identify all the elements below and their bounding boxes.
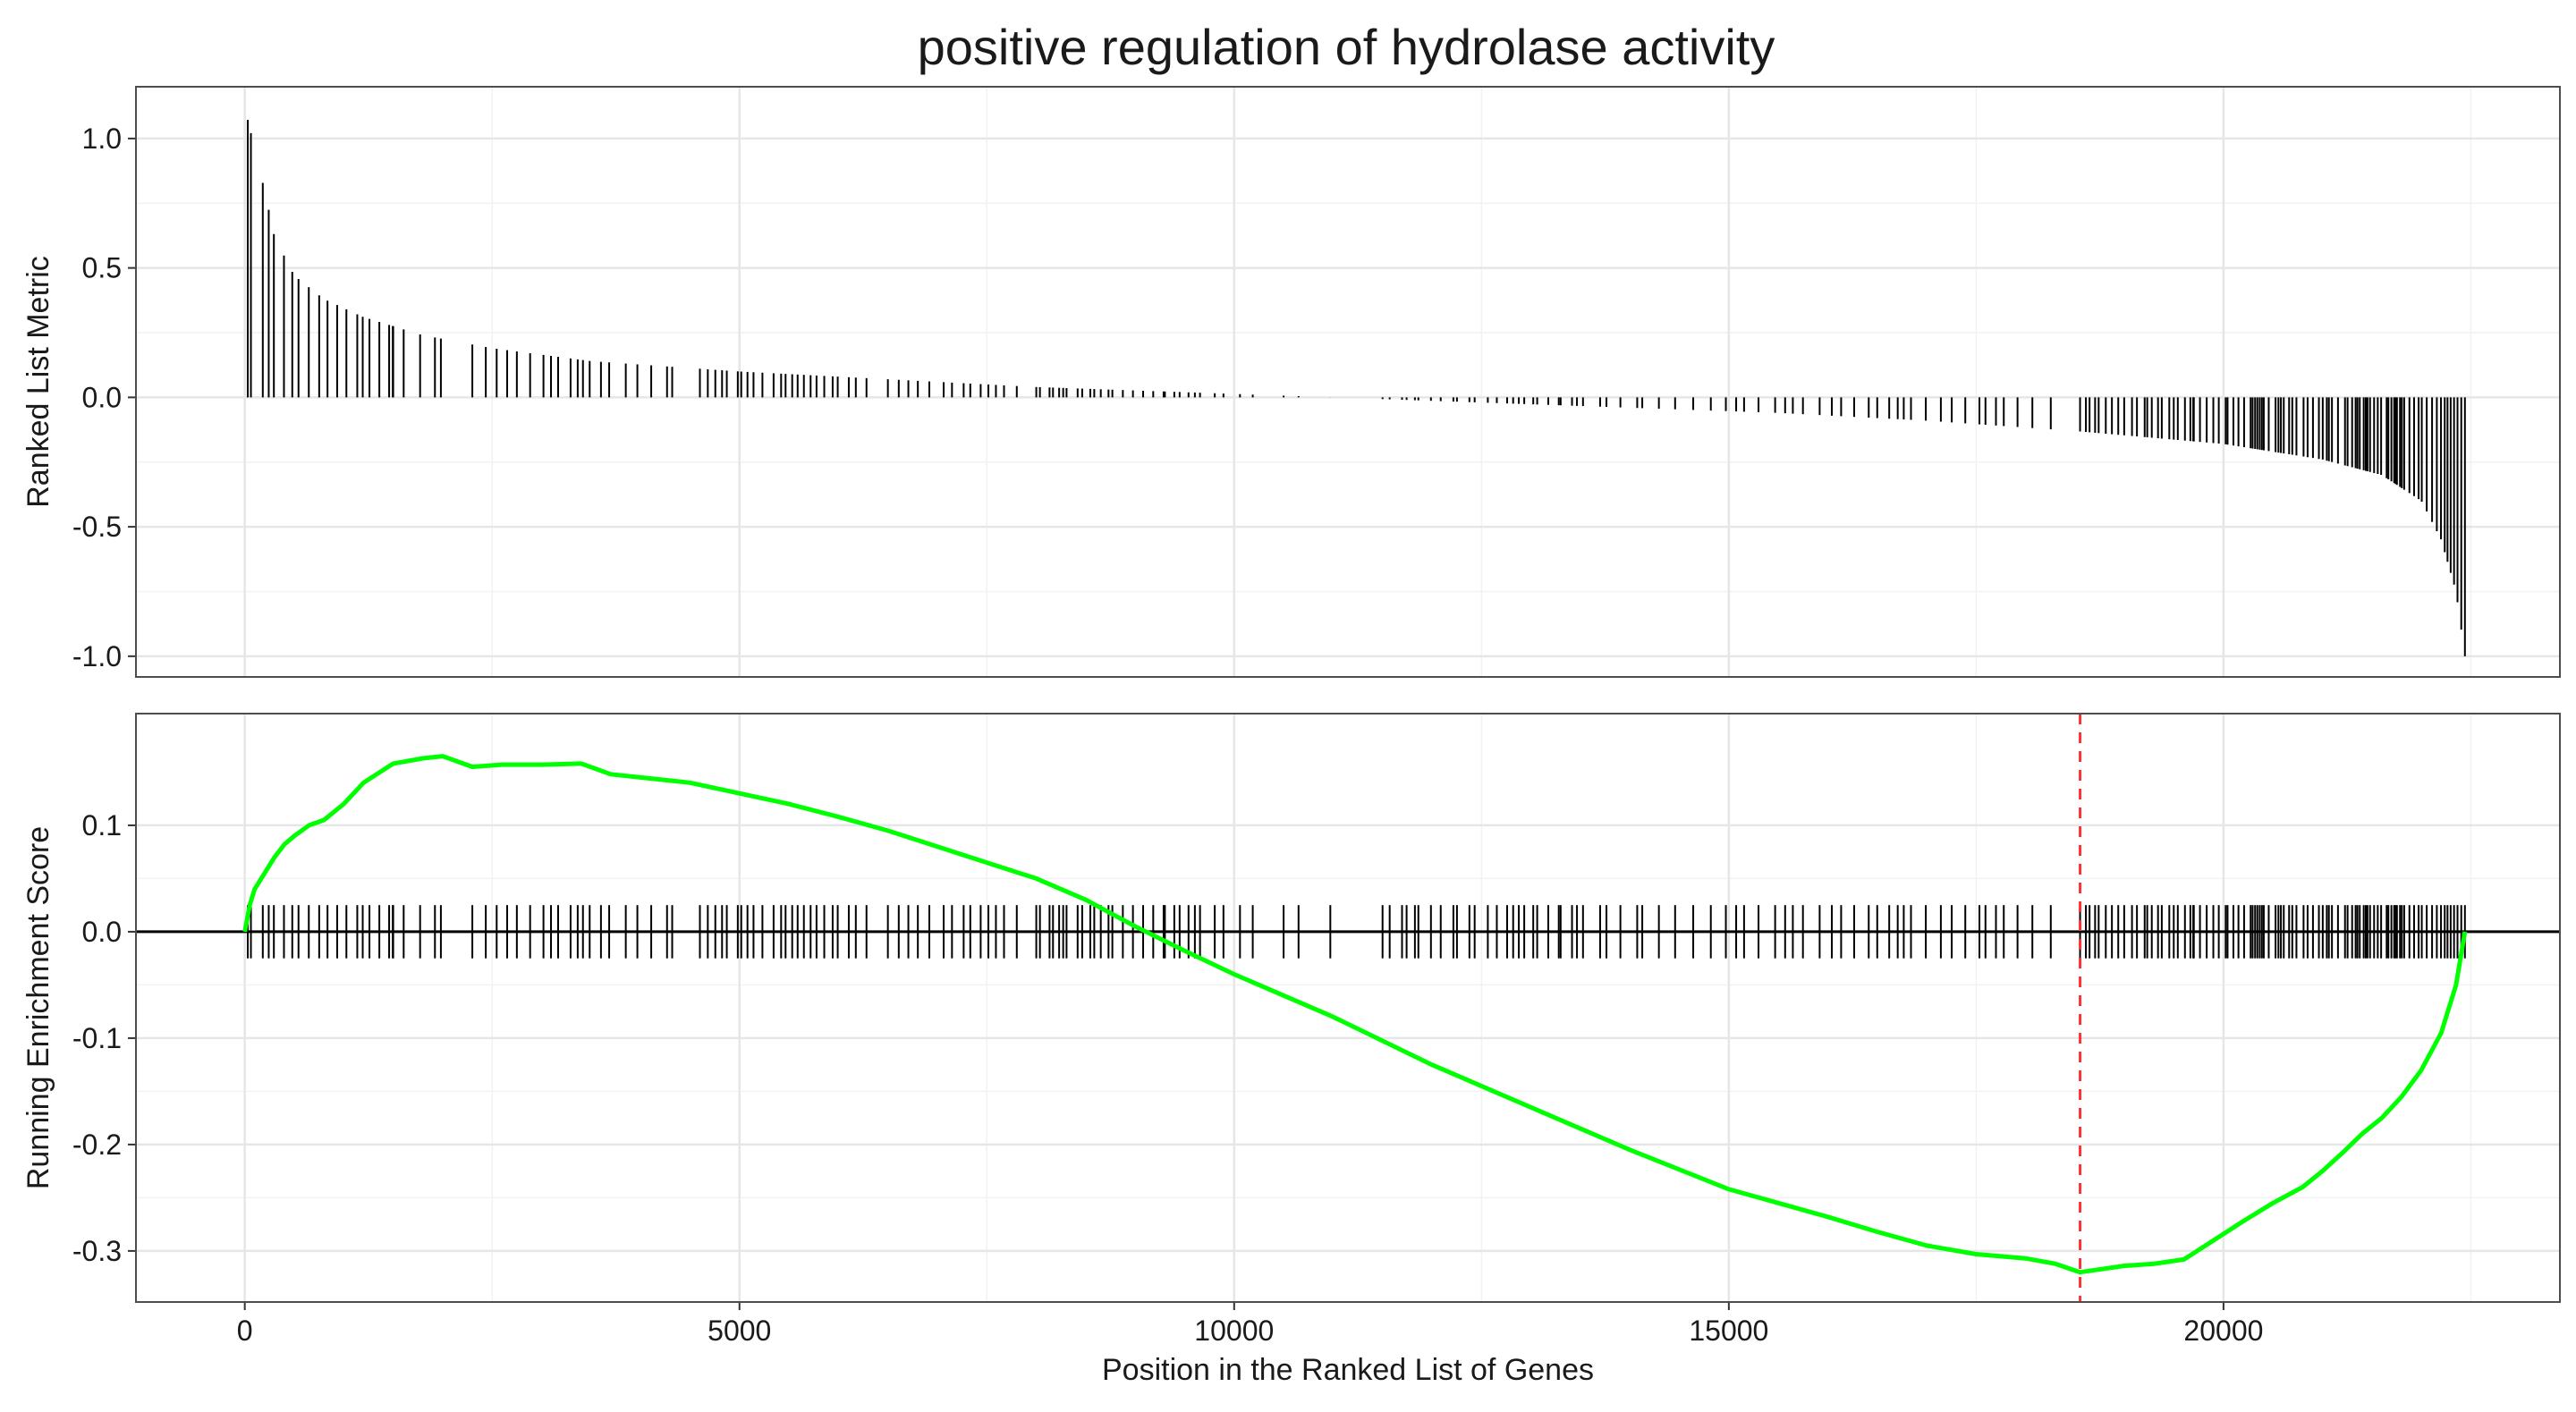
y-tick-label: -0.1 (72, 1022, 122, 1054)
y-tick-label: 0.0 (82, 916, 122, 948)
running-score-gridlines (136, 714, 2560, 1302)
y-tick-label: -0.3 (72, 1235, 122, 1267)
x-tick-label: 15000 (1689, 1315, 1768, 1347)
running-score-line (242, 754, 2468, 1275)
ranked-metric-gridlines (136, 87, 2560, 677)
x-tick-label: 5000 (708, 1315, 771, 1347)
x-axis-ticks: 0 5000 10000 15000 20000 (237, 1302, 2263, 1347)
ranked-metric-panel: 1.0 0.5 0.0 -0.5 -1.0 Ranked List Metric (21, 86, 2561, 678)
y-tick-label: 0.0 (82, 381, 122, 413)
running-score-y-axis-title: Running Enrichment Score (21, 826, 55, 1189)
ranked-metric-y-axis-title: Ranked List Metric (21, 256, 55, 508)
ranked-metric-panel-border (135, 86, 2561, 678)
y-tick-label: -0.2 (72, 1129, 122, 1161)
x-tick-label: 20000 (2183, 1315, 2263, 1347)
ranked-metric-y-ticks: 1.0 0.5 0.0 -0.5 -1.0 (72, 123, 136, 672)
y-tick-label: 1.0 (82, 123, 122, 155)
running-score-panel-border (135, 713, 2561, 1303)
x-axis-title: Position in the Ranked List of Genes (1102, 1353, 1594, 1387)
x-tick-label: 10000 (1194, 1315, 1274, 1347)
x-tick-label: 0 (237, 1315, 253, 1347)
ranked-metric-bars (246, 120, 2466, 656)
y-tick-label: 0.5 (82, 252, 122, 284)
chart-title: positive regulation of hydrolase activit… (918, 19, 1775, 75)
y-tick-label: -0.5 (72, 511, 122, 543)
running-score-panel: 0.10.0-0.1-0.2-0.3 0 5000 10000 15000 20000 … (21, 713, 2561, 1387)
y-tick-label: -1.0 (72, 640, 122, 672)
y-tick-label: 0.1 (82, 809, 122, 841)
running-score-y-ticks: 0.1 0.0 -0.1 -0.2 -0.3 (72, 809, 136, 1267)
